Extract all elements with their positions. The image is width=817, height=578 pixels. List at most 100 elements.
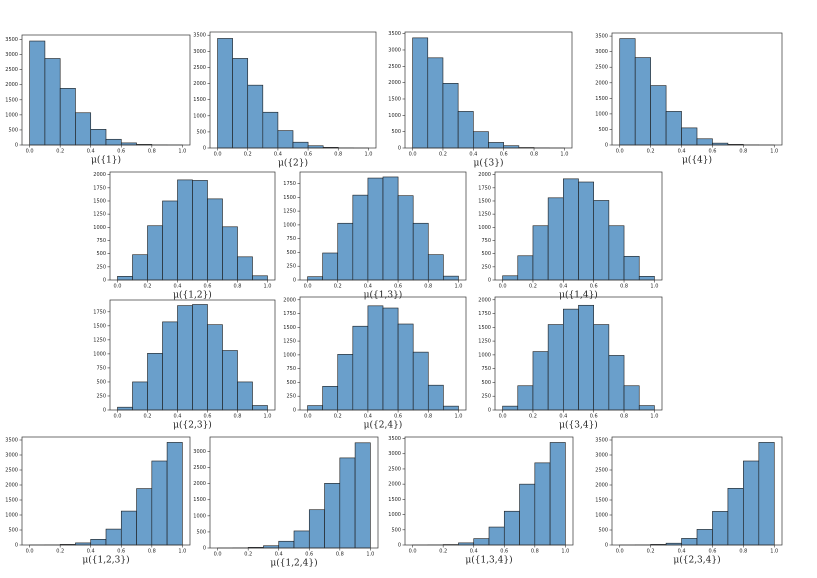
y-tick-label: 500 bbox=[96, 379, 106, 385]
bar bbox=[90, 129, 107, 146]
y-tick-label: 3000 bbox=[388, 451, 401, 457]
histogram-panel: 0.0 0.2 0.4 0.6 0.8 1.0 0 500 1000 1500 2000 2500 30… bbox=[193, 436, 379, 569]
y-tick-label: 2500 bbox=[5, 468, 18, 474]
bar bbox=[547, 197, 564, 281]
x-tick-label: 0.2 bbox=[647, 149, 655, 155]
x-tick-label: 0.0 bbox=[304, 414, 312, 420]
y-tick-label: 1000 bbox=[388, 113, 401, 119]
x-axis-label: μ({1,2,3}) bbox=[82, 555, 129, 566]
x-tick-label: 0.6 bbox=[204, 414, 212, 420]
bar bbox=[593, 200, 610, 281]
x-tick-label: 0.8 bbox=[336, 552, 344, 558]
bar bbox=[665, 111, 682, 146]
x-tick-label: 0.8 bbox=[531, 549, 539, 555]
x-axis-label: μ({1,4}) bbox=[559, 290, 598, 301]
y-tick-label: 0 bbox=[398, 146, 401, 152]
bar bbox=[308, 509, 325, 549]
bar bbox=[519, 483, 536, 546]
bar bbox=[503, 510, 520, 546]
bar bbox=[712, 511, 729, 546]
y-tick-label: 3000 bbox=[595, 49, 608, 55]
x-axis-label: μ({2,3}) bbox=[173, 420, 212, 431]
y-tick-label: 0 bbox=[488, 408, 491, 414]
bar bbox=[117, 406, 133, 411]
x-tick-label: 0.0 bbox=[499, 414, 507, 420]
y-tick-label: 1000 bbox=[93, 351, 106, 357]
x-tick-label: 0.6 bbox=[708, 149, 716, 155]
bar bbox=[412, 222, 429, 281]
bar bbox=[232, 58, 249, 149]
x-tick-label: 1.0 bbox=[178, 149, 186, 155]
bar bbox=[427, 57, 444, 149]
x-tick-label: 1.0 bbox=[264, 414, 272, 420]
x-tick-label: 0.0 bbox=[26, 549, 34, 555]
bar bbox=[207, 324, 223, 411]
axes-frame bbox=[299, 171, 467, 281]
x-tick-label: 0.6 bbox=[500, 549, 508, 555]
bar bbox=[277, 130, 294, 149]
y-tick-label: 3500 bbox=[595, 438, 608, 444]
bar bbox=[488, 526, 505, 546]
bar bbox=[252, 275, 268, 281]
bar bbox=[563, 308, 579, 411]
bar bbox=[517, 385, 534, 411]
y-tick-label: 0 bbox=[15, 543, 18, 549]
bar bbox=[292, 141, 309, 149]
y-tick-label: 2500 bbox=[388, 64, 401, 70]
y-tick-label: 500 bbox=[286, 380, 296, 386]
y-tick-label: 1000 bbox=[283, 222, 296, 228]
x-tick-label: 0.6 bbox=[708, 549, 716, 555]
y-tick-label: 500 bbox=[598, 528, 608, 534]
y-tick-label: 2500 bbox=[5, 67, 18, 73]
y-tick-label: 1500 bbox=[595, 96, 608, 102]
x-axis-label: μ({1,2,4}) bbox=[270, 558, 317, 569]
bar bbox=[549, 442, 566, 546]
x-tick-label: 0.8 bbox=[234, 414, 242, 420]
y-tick-label: 1000 bbox=[93, 225, 106, 231]
x-tick-label: 0.0 bbox=[114, 284, 122, 290]
y-tick-label: 3500 bbox=[388, 436, 401, 442]
y-tick-label: 250 bbox=[481, 394, 491, 400]
y-tick-label: 2000 bbox=[478, 172, 491, 178]
y-tick-label: 2000 bbox=[388, 80, 401, 86]
y-tick-label: 2000 bbox=[93, 172, 106, 178]
x-tick-label: 0.0 bbox=[114, 414, 122, 420]
axes-frame bbox=[299, 296, 467, 411]
x-axis-label: μ({3}) bbox=[473, 158, 503, 169]
bar bbox=[743, 460, 760, 546]
x-tick-label: 0.2 bbox=[529, 284, 537, 290]
axes-frame bbox=[404, 31, 573, 149]
x-tick-label: 0.0 bbox=[616, 549, 624, 555]
y-tick-label: 500 bbox=[391, 129, 401, 135]
x-tick-label: 0.6 bbox=[204, 284, 212, 290]
y-tick-label: 0 bbox=[103, 278, 106, 284]
histogram-panel: 0.0 0.2 0.4 0.6 0.8 1.0 0 500 1000 1500 2000 2500 30… bbox=[595, 436, 783, 566]
bar bbox=[427, 384, 444, 411]
y-tick-label: 750 bbox=[481, 238, 491, 244]
y-tick-label: 750 bbox=[481, 366, 491, 372]
y-tick-label: 1000 bbox=[193, 113, 206, 119]
x-tick-label: 0.8 bbox=[739, 549, 747, 555]
x-tick-label: 0.6 bbox=[117, 549, 125, 555]
y-tick-label: 1250 bbox=[478, 212, 491, 218]
x-tick-label: 0.2 bbox=[647, 549, 655, 555]
bar bbox=[619, 38, 636, 146]
bar bbox=[608, 355, 625, 411]
y-tick-label: 0 bbox=[15, 143, 18, 149]
y-tick-label: 2500 bbox=[193, 465, 206, 471]
bar bbox=[337, 354, 354, 411]
bar bbox=[44, 58, 61, 146]
y-tick-label: 1000 bbox=[595, 111, 608, 117]
bar bbox=[132, 254, 148, 281]
x-tick-label: 1.0 bbox=[650, 414, 658, 420]
y-tick-label: 1250 bbox=[93, 212, 106, 218]
axes-frame bbox=[109, 299, 276, 411]
bar bbox=[623, 385, 640, 411]
y-tick-label: 0 bbox=[203, 146, 206, 152]
histogram-panel: 0.0 0.2 0.4 0.6 0.8 1.0 0 500 1000 1500 2000 2500 30… bbox=[5, 34, 191, 166]
x-tick-label: 1.0 bbox=[454, 284, 462, 290]
x-tick-label: 1.0 bbox=[650, 284, 658, 290]
x-tick-label: 1.0 bbox=[364, 152, 372, 158]
y-tick-label: 2500 bbox=[193, 65, 206, 71]
x-tick-label: 0.6 bbox=[500, 152, 508, 158]
